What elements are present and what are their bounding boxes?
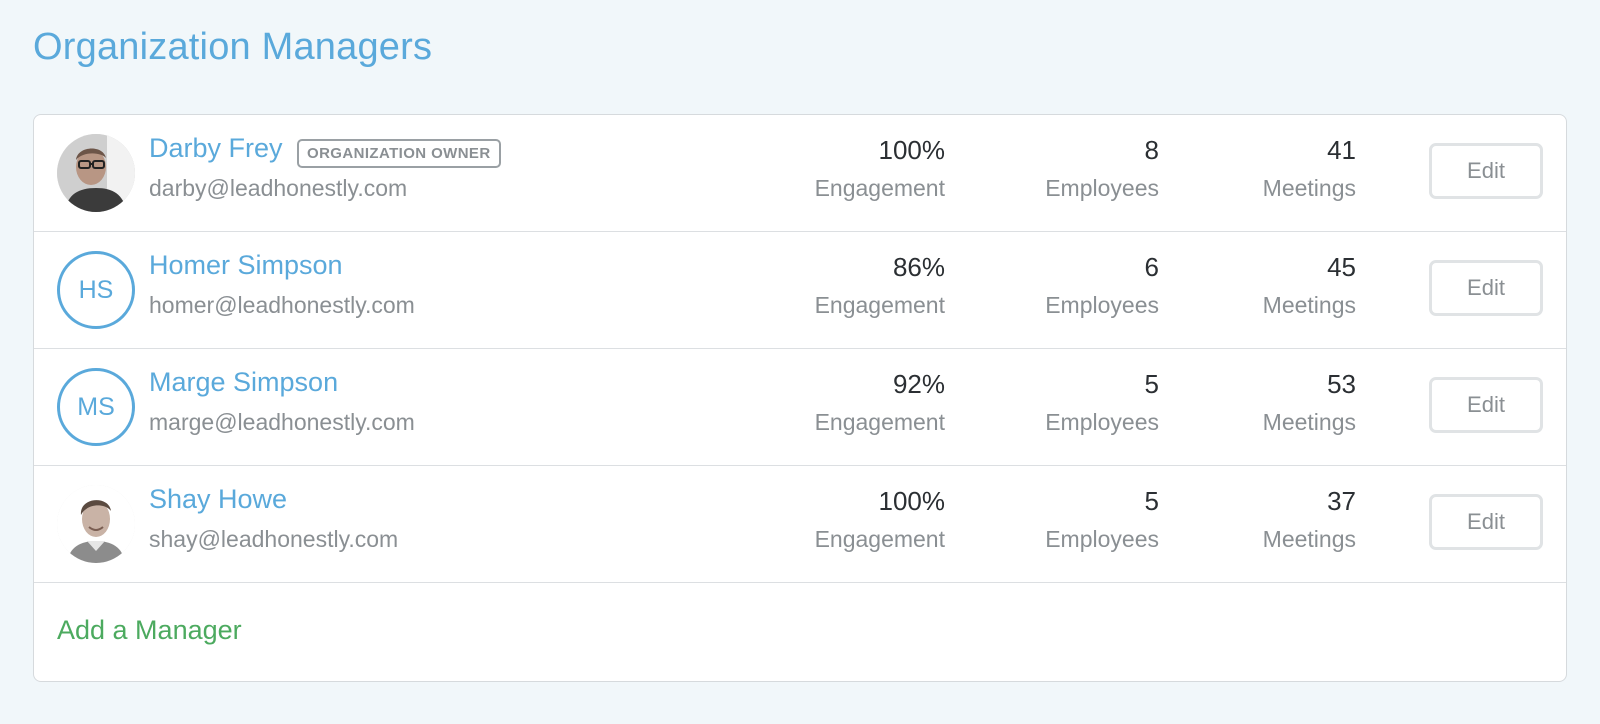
manager-row: Shay Howe shay@leadhonestly.com 100% Eng… — [34, 466, 1566, 583]
person-photo-icon — [57, 134, 135, 212]
avatar-photo — [57, 134, 135, 212]
avatar-initials: MS — [57, 368, 135, 446]
employees-label: Employees — [1045, 409, 1159, 435]
meetings-value: 45 — [1327, 252, 1356, 282]
engagement-value: 100% — [878, 135, 946, 165]
employees-stat: 6 Employees — [1045, 250, 1159, 322]
avatar-initials: HS — [57, 251, 135, 329]
manager-email: marge@leadhonestly.com — [149, 409, 415, 435]
managers-panel: Darby Frey ORGANIZATION OWNER darby@lead… — [33, 114, 1567, 682]
engagement-value: 92% — [892, 369, 945, 399]
meetings-value: 37 — [1327, 486, 1356, 516]
engagement-value: 100% — [878, 486, 946, 516]
manager-name[interactable]: Darby Frey — [149, 133, 283, 163]
manager-row: Darby Frey ORGANIZATION OWNER darby@lead… — [34, 115, 1566, 232]
employees-value: 8 — [1144, 135, 1159, 165]
meetings-stat: 41 Meetings — [1263, 133, 1356, 205]
edit-button[interactable]: Edit — [1429, 494, 1543, 550]
employees-label: Employees — [1045, 175, 1159, 201]
edit-button[interactable]: Edit — [1429, 377, 1543, 433]
avatar-photo — [57, 485, 135, 563]
manager-email: homer@leadhonestly.com — [149, 292, 415, 318]
meetings-label: Meetings — [1262, 175, 1356, 201]
employees-stat: 8 Employees — [1045, 133, 1159, 205]
organization-owner-badge: ORGANIZATION OWNER — [297, 139, 501, 168]
engagement-label: Engagement — [814, 175, 945, 201]
employees-value: 5 — [1144, 486, 1159, 516]
meetings-value: 53 — [1327, 369, 1356, 399]
employees-label: Employees — [1045, 526, 1159, 552]
person-photo-icon — [57, 485, 135, 563]
employees-label: Employees — [1045, 292, 1159, 318]
employees-value: 6 — [1144, 252, 1159, 282]
manager-name[interactable]: Homer Simpson — [149, 250, 343, 280]
employees-stat: 5 Employees — [1045, 484, 1159, 556]
manager-email: shay@leadhonestly.com — [149, 526, 399, 552]
manager-row: HS Homer Simpson homer@leadhonestly.com … — [34, 232, 1566, 349]
meetings-label: Meetings — [1262, 526, 1356, 552]
engagement-value: 86% — [892, 252, 945, 282]
employees-value: 5 — [1144, 369, 1159, 399]
page-title: Organization Managers — [33, 26, 433, 68]
engagement-label: Engagement — [814, 409, 945, 435]
edit-button[interactable]: Edit — [1429, 143, 1543, 199]
engagement-stat: 86% Engagement — [815, 250, 945, 322]
manager-name[interactable]: Shay Howe — [149, 484, 288, 514]
manager-email: darby@leadhonestly.com — [149, 175, 408, 201]
meetings-label: Meetings — [1262, 409, 1356, 435]
manager-row: MS Marge Simpson marge@leadhonestly.com … — [34, 349, 1566, 466]
edit-button[interactable]: Edit — [1429, 260, 1543, 316]
meetings-label: Meetings — [1262, 292, 1356, 318]
meetings-value: 41 — [1327, 135, 1356, 165]
manager-name[interactable]: Marge Simpson — [149, 367, 339, 397]
meetings-stat: 45 Meetings — [1263, 250, 1356, 322]
engagement-label: Engagement — [814, 292, 945, 318]
engagement-stat: 100% Engagement — [815, 484, 945, 556]
engagement-stat: 100% Engagement — [815, 133, 945, 205]
employees-stat: 5 Employees — [1045, 367, 1159, 439]
meetings-stat: 53 Meetings — [1263, 367, 1356, 439]
meetings-stat: 37 Meetings — [1263, 484, 1356, 556]
add-manager-link[interactable]: Add a Manager — [57, 615, 242, 645]
add-manager-row: Add a Manager — [34, 583, 1566, 681]
engagement-stat: 92% Engagement — [815, 367, 945, 439]
engagement-label: Engagement — [814, 526, 945, 552]
